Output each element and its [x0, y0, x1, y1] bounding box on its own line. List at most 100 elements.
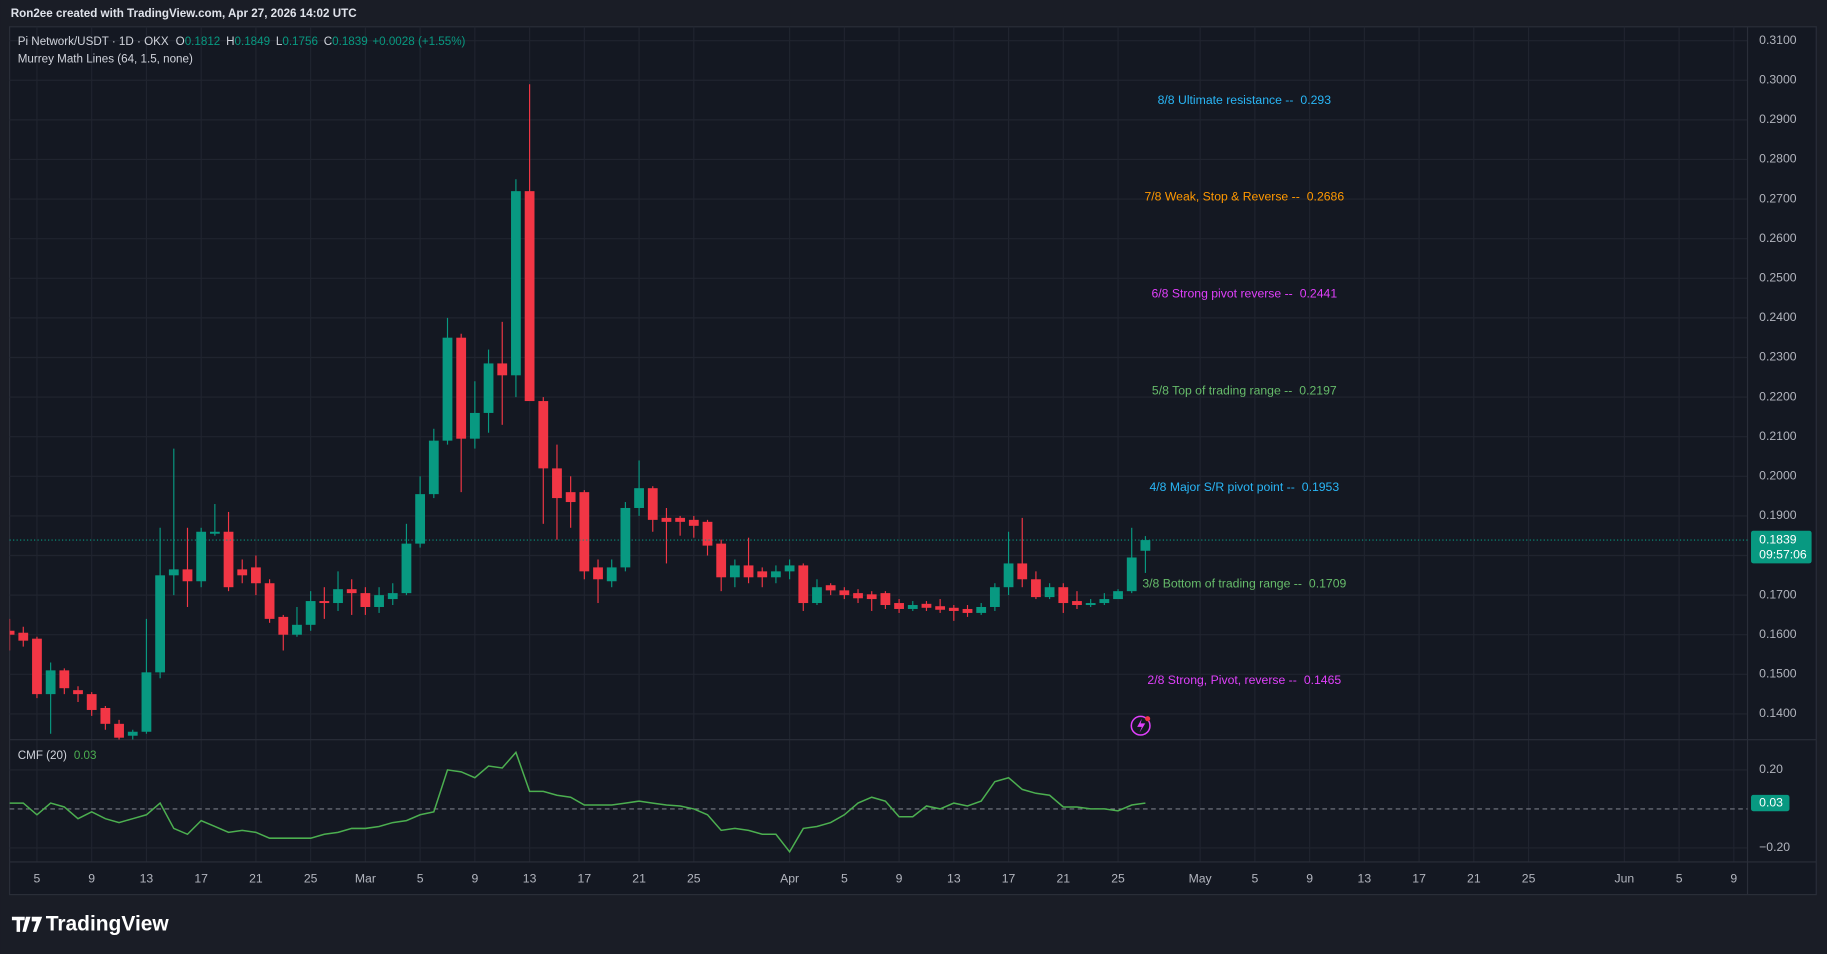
- candle-body: [1072, 601, 1082, 606]
- level-label: 7/8 Weak, Stop & Reverse -- 0.2686: [1144, 190, 1344, 204]
- candle-body: [18, 632, 29, 641]
- x-tick-label: 21: [249, 872, 263, 886]
- candle-body: [702, 521, 713, 546]
- icon-dot: [1145, 716, 1151, 722]
- level-label: 4/8 Major S/R pivot point -- 0.1953: [1149, 480, 1339, 494]
- candle-body: [264, 583, 275, 619]
- x-tick-label: 5: [34, 872, 41, 886]
- candle-body: [593, 567, 603, 580]
- x-tick-label: 13: [523, 872, 537, 886]
- level-value: 0.2197: [1299, 384, 1337, 398]
- candle-body: [305, 601, 316, 625]
- legend-ohlc-label: H: [226, 35, 234, 48]
- price-tag-countdown: 09:57:06: [1759, 547, 1807, 561]
- x-tick-label: 21: [632, 872, 646, 886]
- y-tick-label: 0.1700: [1759, 587, 1797, 601]
- x-tick-label: 17: [194, 872, 208, 886]
- candle-body: [319, 601, 330, 604]
- candle-body: [606, 567, 617, 582]
- x-tick-label: 25: [687, 872, 701, 886]
- cmf-legend-value: 0.03: [74, 749, 97, 762]
- indicator-legend: Murrey Math Lines (64, 1.5, none): [18, 52, 193, 65]
- candle-body: [32, 638, 42, 695]
- icon-ring: [1130, 715, 1151, 736]
- candle-body: [387, 593, 398, 600]
- brand: TradingView: [11, 912, 170, 935]
- x-tick-label: 13: [947, 872, 961, 886]
- y-tick-label: 0.3100: [1759, 33, 1797, 47]
- candle-body: [907, 605, 918, 609]
- x-tick-label: 25: [304, 872, 318, 886]
- candle-body: [182, 569, 193, 582]
- candle-body: [73, 690, 83, 695]
- y-tick-label: 0.1400: [1759, 706, 1797, 720]
- candle-body: [86, 694, 97, 710]
- cmf-legend-name: CMF (20): [18, 749, 67, 762]
- replay-icon[interactable]: [1130, 715, 1151, 736]
- x-tick-label: 5: [417, 872, 424, 886]
- candle-body: [223, 531, 234, 588]
- axes: 5 9 13 17 21 25 Mar 5 9 13 17 21 25 Apr 5 9 13 17 21 25 May 5…: [9, 33, 1812, 886]
- candle-body: [675, 517, 686, 522]
- attribution: Ron2ee created with TradingView.com, Apr…: [11, 7, 357, 20]
- candle-body: [346, 589, 357, 594]
- cmf-legend: CMF (20) 0.03: [18, 749, 97, 762]
- legend-ohlc-label: O: [176, 35, 185, 48]
- level-name: 3/8 Bottom of trading range --: [1142, 577, 1302, 591]
- candle-body: [1099, 599, 1110, 604]
- candle-body: [1031, 579, 1041, 598]
- candle-body: [1140, 540, 1151, 551]
- candle-body: [360, 593, 371, 607]
- level-value: 0.1465: [1304, 673, 1342, 687]
- brand-logo: [11, 916, 43, 932]
- level-name: 6/8 Strong pivot reverse --: [1151, 287, 1292, 301]
- candle-body: [866, 594, 877, 600]
- candle-body: [538, 401, 549, 469]
- x-tick-label: 13: [1358, 872, 1372, 886]
- level-name: 7/8 Weak, Stop & Reverse --: [1144, 190, 1299, 204]
- candle-body: [251, 567, 261, 584]
- x-tick-label: 25: [1111, 872, 1125, 886]
- grid: [9, 26, 1748, 862]
- legend-ohlc-value: 0.1839: [332, 35, 368, 48]
- candle-body: [552, 468, 562, 499]
- x-tick-label: Mar: [355, 872, 376, 886]
- candle-body: [634, 488, 644, 508]
- y-tick-label: 0.20: [1759, 762, 1783, 776]
- x-tick-label: 17: [578, 872, 592, 886]
- y-tick-label: 0.2900: [1759, 112, 1797, 126]
- level-name: 2/8 Strong, Pivot, reverse --: [1147, 673, 1296, 687]
- level-name: 8/8 Ultimate resistance --: [1158, 93, 1294, 107]
- level-label: 3/8 Bottom of trading range -- 0.1709: [1142, 577, 1346, 591]
- y-tick-label: 0.2600: [1759, 231, 1797, 245]
- candle-body: [442, 337, 453, 441]
- candle-body: [771, 571, 781, 578]
- candle-body: [100, 707, 111, 724]
- legend-change: +0.0028 (+1.55%): [372, 35, 465, 48]
- x-tick-label: 9: [1730, 872, 1737, 886]
- candle-body: [825, 585, 836, 591]
- candle-body: [661, 517, 672, 522]
- candle-body: [127, 731, 138, 736]
- candle-body: [415, 494, 426, 544]
- candle-body: [976, 606, 987, 613]
- candle-body: [511, 191, 521, 376]
- candle-body: [1044, 587, 1055, 598]
- cmf-pane: [9, 750, 1748, 854]
- candle-body: [9, 630, 15, 635]
- candle-body: [45, 670, 56, 695]
- candle-body: [812, 587, 822, 604]
- brand-name: TradingView: [46, 912, 170, 935]
- candle-body: [114, 723, 124, 738]
- x-tick-label: May: [1189, 872, 1213, 886]
- level-label: 6/8 Strong pivot reverse -- 0.2441: [1151, 287, 1337, 301]
- price-tag-value: 0.1839: [1759, 532, 1797, 546]
- x-tick-label: 5: [1676, 872, 1683, 886]
- y-tick-label: 0.2300: [1759, 350, 1797, 364]
- x-tick-label: Apr: [780, 872, 799, 886]
- y-tick-label: 0.2500: [1759, 271, 1797, 285]
- chart-frame: [9, 26, 1817, 896]
- candle-body: [374, 595, 384, 607]
